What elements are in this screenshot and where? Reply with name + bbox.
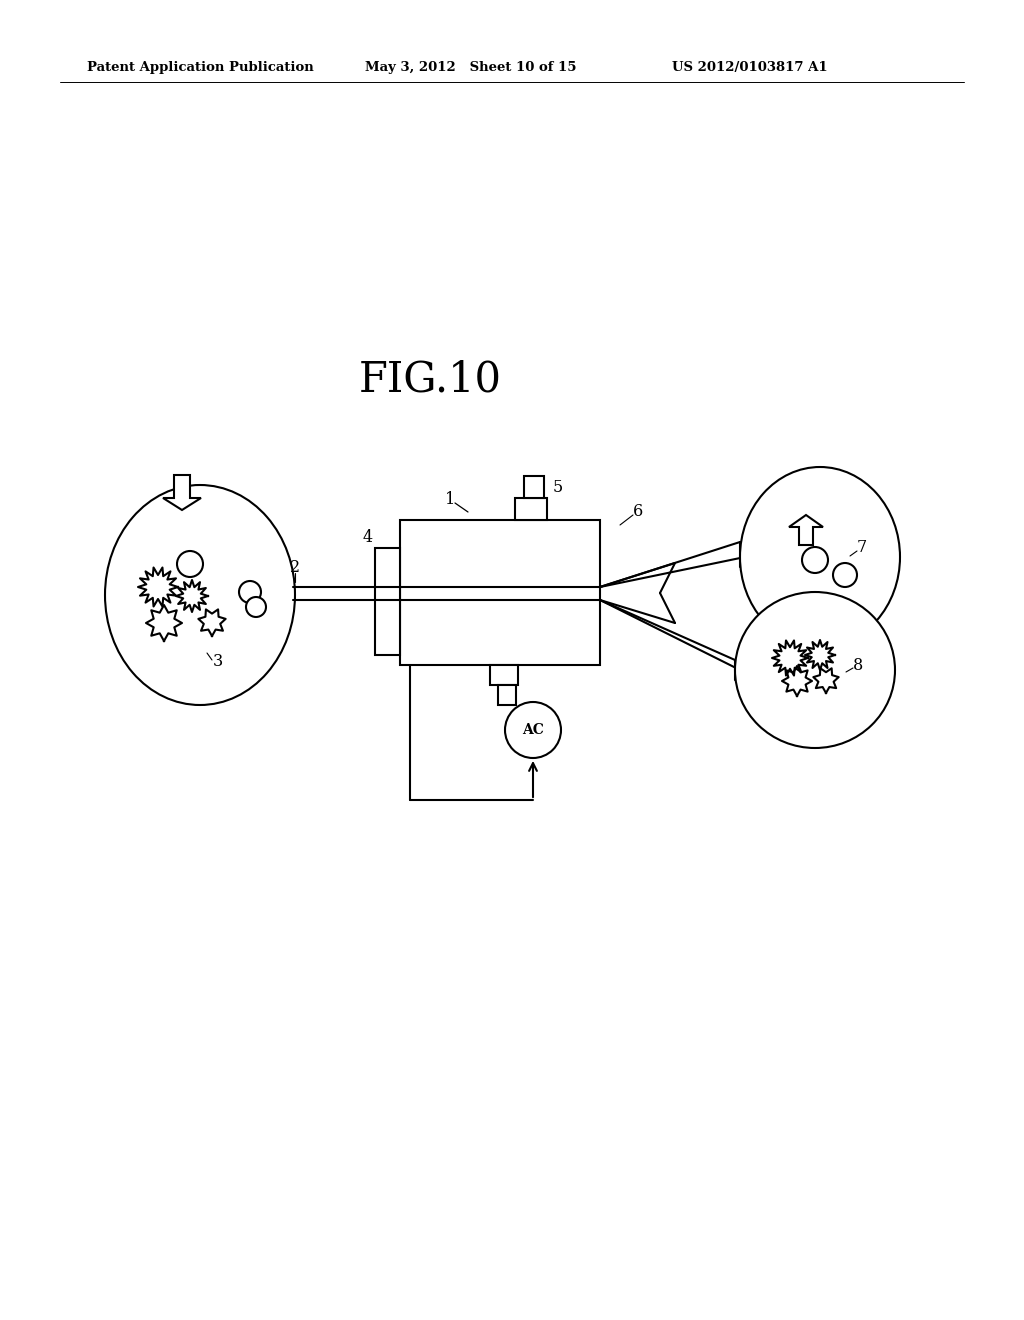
Text: 2: 2 xyxy=(290,560,300,577)
Polygon shape xyxy=(790,515,823,545)
Polygon shape xyxy=(163,475,201,510)
Text: 4: 4 xyxy=(362,528,373,545)
Bar xyxy=(400,520,600,665)
Text: US 2012/0103817 A1: US 2012/0103817 A1 xyxy=(672,62,827,74)
Text: 1: 1 xyxy=(444,491,455,508)
Text: 6: 6 xyxy=(633,503,643,520)
Ellipse shape xyxy=(735,591,895,748)
Circle shape xyxy=(833,564,857,587)
Text: 3: 3 xyxy=(213,653,223,671)
Circle shape xyxy=(239,581,261,603)
Bar xyxy=(515,498,547,520)
Text: 8: 8 xyxy=(853,656,863,673)
Bar xyxy=(375,548,400,655)
Text: AC: AC xyxy=(522,723,544,737)
Text: 7: 7 xyxy=(857,540,867,557)
Circle shape xyxy=(177,550,203,577)
Circle shape xyxy=(505,702,561,758)
Ellipse shape xyxy=(740,467,900,647)
Text: May 3, 2012   Sheet 10 of 15: May 3, 2012 Sheet 10 of 15 xyxy=(365,62,577,74)
Bar xyxy=(524,477,544,498)
Circle shape xyxy=(802,546,828,573)
Ellipse shape xyxy=(105,484,295,705)
Text: FIG.10: FIG.10 xyxy=(358,359,502,401)
Circle shape xyxy=(246,597,266,616)
Bar xyxy=(498,685,516,705)
Text: 5: 5 xyxy=(553,479,563,496)
Bar xyxy=(490,665,518,685)
Text: Patent Application Publication: Patent Application Publication xyxy=(87,62,313,74)
